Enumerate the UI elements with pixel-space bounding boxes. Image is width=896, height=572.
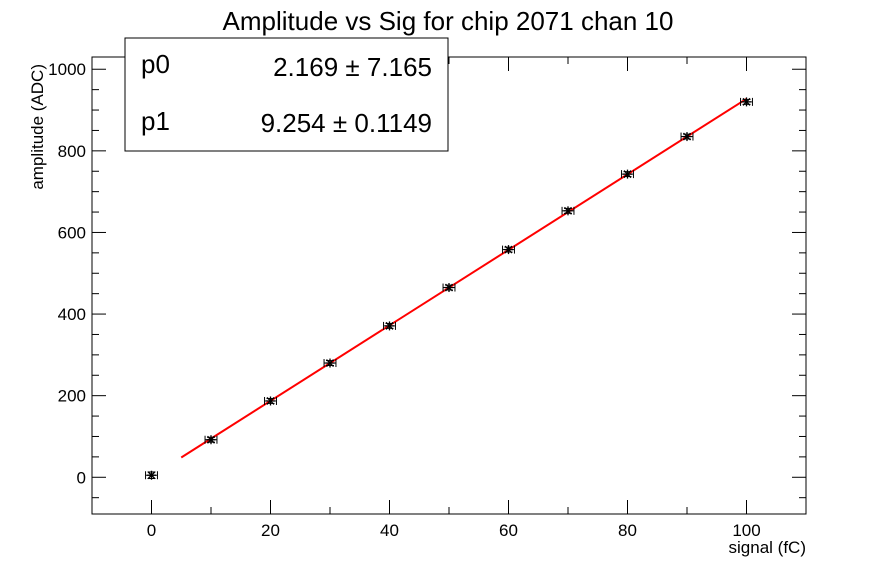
data-point — [145, 470, 158, 480]
stats-p1-pm: ± — [333, 108, 347, 138]
x-tick-label: 100 — [732, 521, 760, 540]
stats-p0-value: 2.169 — [273, 52, 338, 82]
marker-stroke — [564, 206, 572, 215]
data-point — [383, 321, 396, 331]
marker-stroke — [683, 132, 691, 141]
data-point — [621, 169, 634, 179]
y-tick-label: 0 — [77, 468, 86, 487]
y-axis-title: amplitude (ADC) — [28, 64, 47, 190]
stats-p1-error: 0.1149 — [354, 108, 432, 138]
data-point — [502, 245, 515, 255]
stats-p0-error: 7.165 — [367, 52, 432, 82]
stats-p1-value-line: 9.254 ± 0.1149 — [261, 108, 432, 138]
y-tick-label: 800 — [58, 142, 86, 161]
marker-stroke — [623, 170, 632, 179]
chart-title: Amplitude vs Sig for chip 2071 chan 10 — [223, 6, 674, 36]
data-point — [323, 358, 337, 368]
marker-stroke — [742, 97, 751, 106]
stats-p1-name: p1 — [141, 106, 170, 136]
marker-stroke — [207, 435, 215, 444]
data-point — [264, 396, 277, 406]
y-tick-label: 1000 — [48, 60, 86, 79]
y-tick-label: 600 — [58, 223, 86, 242]
stats-p0-pm: ± — [345, 52, 359, 82]
stats-p1-value: 9.254 — [261, 108, 326, 138]
x-tick-label: 80 — [618, 521, 637, 540]
x-tick-label: 20 — [261, 521, 280, 540]
data-point — [204, 435, 218, 445]
x-tick-label: 0 — [147, 521, 156, 540]
data-point — [561, 206, 575, 216]
x-tick-label: 60 — [499, 521, 518, 540]
marker-stroke — [445, 283, 453, 292]
stats-p0-name: p0 — [141, 49, 170, 79]
fit-line-group — [180, 97, 748, 459]
y-tick-label: 400 — [58, 305, 86, 324]
y-tick-label: 200 — [58, 387, 86, 406]
fit-stats-box: p0 2.169 ± 7.165 p1 9.254 ± 0.1149 — [124, 37, 449, 152]
marker-stroke — [385, 321, 394, 330]
x-axis-title: signal (fC) — [729, 538, 806, 557]
x-tick-label: 40 — [380, 521, 399, 540]
stats-box-frame — [124, 37, 449, 152]
marker-stroke — [266, 397, 275, 405]
data-points — [145, 97, 753, 480]
fit-line — [180, 97, 748, 459]
marker-stroke — [147, 471, 156, 480]
stats-p0-value-line: 2.169 ± 7.165 — [273, 52, 432, 82]
marker-stroke — [504, 245, 513, 254]
data-point — [740, 97, 753, 107]
data-point — [442, 283, 456, 293]
data-point — [680, 132, 694, 142]
marker-stroke — [326, 359, 334, 367]
